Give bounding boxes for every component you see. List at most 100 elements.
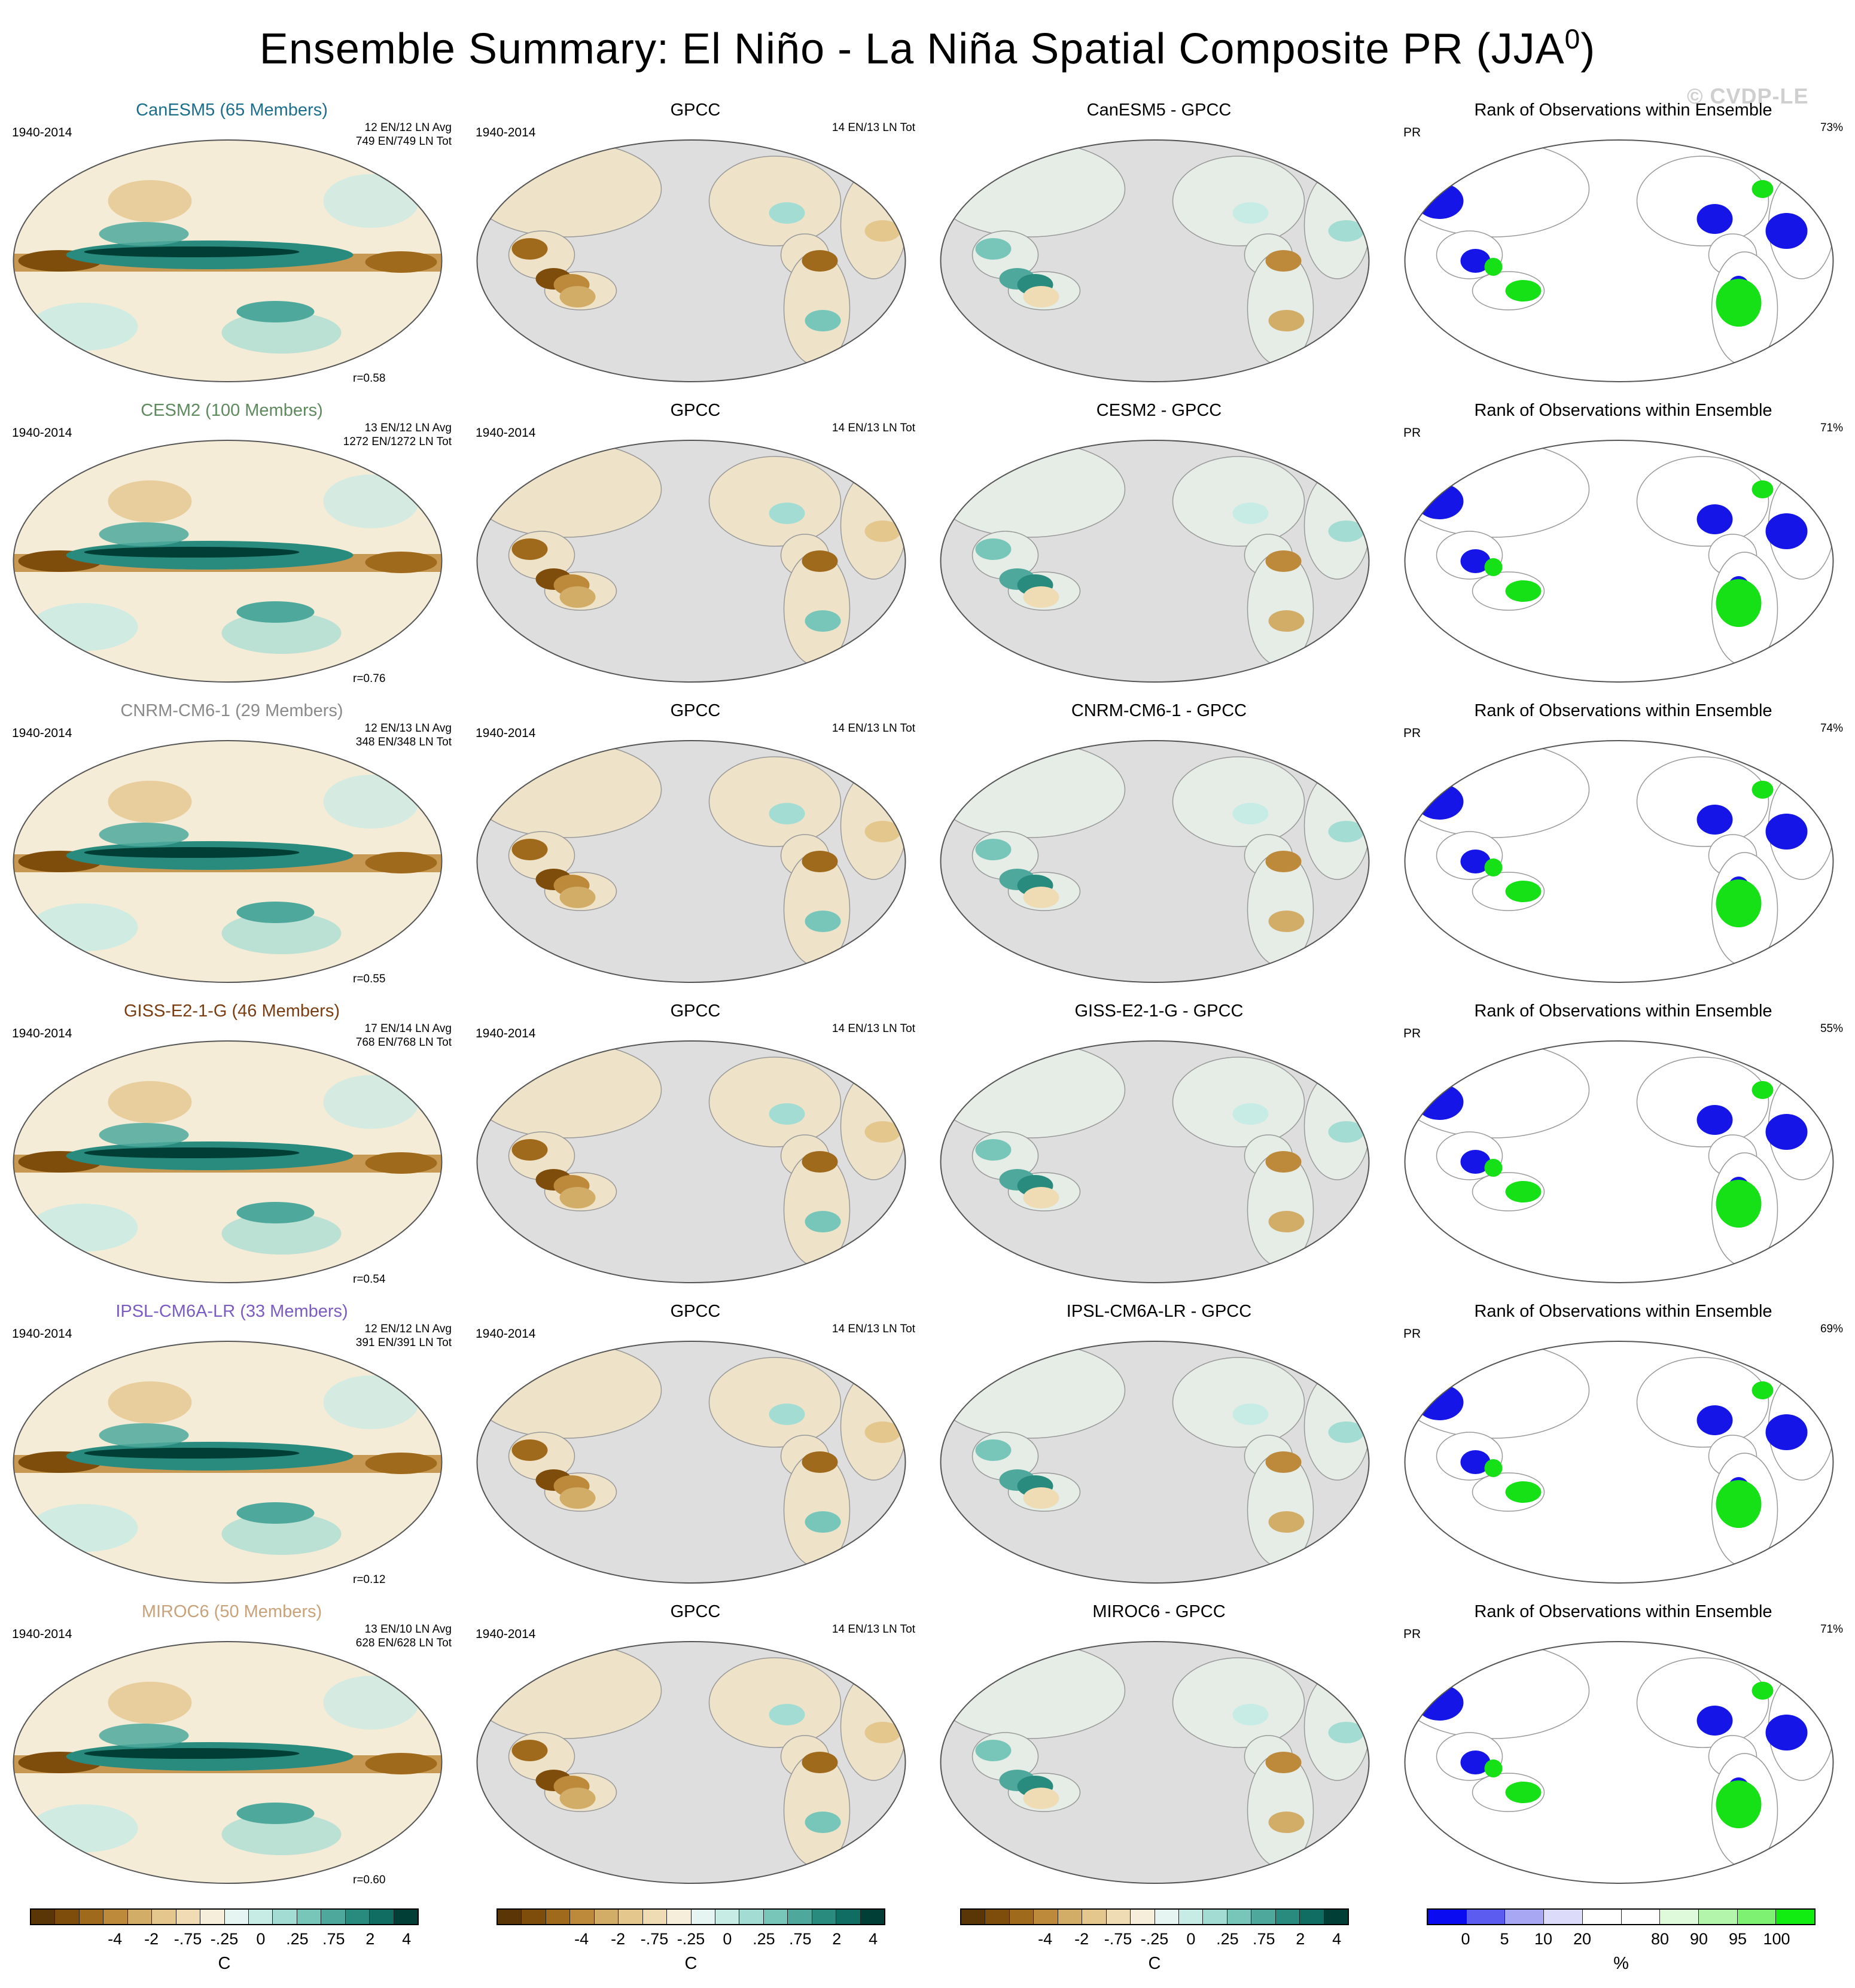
anomaly-patch [221,612,342,654]
map-border [940,440,1370,683]
colorbar-tick-label: 0 [1186,1930,1196,1948]
precip-anomaly-patch [975,538,1012,560]
anomaly-patch [30,603,138,651]
panel-obs: GPCC 1940-2014 14 EN/13 LN Tot [464,1297,927,1597]
panel-diff: CESM2 - GPCC [927,396,1391,696]
rank-percent-value: 74% [1820,722,1843,735]
colorbar-strip [497,1908,885,1925]
map-border [13,139,443,382]
diff-title: CanESM5 - GPCC [1086,101,1232,120]
anomaly-patch [365,852,437,873]
precip-anomaly-patch [864,220,901,242]
diff-map [940,740,1370,983]
precip-anomaly-patch [559,1187,596,1208]
precip-anomaly-patch [1023,1788,1059,1809]
map-border [1404,139,1834,382]
land-mass [940,141,1126,238]
rank-high-patch [1484,558,1503,576]
anomaly-patch [99,222,189,246]
watermark-text: © CVDP-LE [1687,84,1809,108]
rank-percent-value: 55% [1820,1022,1843,1035]
enso-wet-core [84,246,300,257]
colorbar-swatch [594,1910,619,1924]
map-border [940,1040,1370,1283]
rank-high-patch [1752,1081,1774,1099]
land-mass [1172,456,1305,547]
event-counts: 13 EN/10 LN Avg 628 EN/628 LN Tot [356,1622,452,1650]
precip-anomaly-patch [1232,1704,1269,1725]
rank-high-patch [1484,1459,1503,1477]
obs-total-count: 14 EN/13 LN Tot [831,121,915,134]
precip-anomaly-patch [805,310,841,331]
colorbar-tick-label: -2 [144,1930,159,1948]
colorbar-swatch [763,1910,788,1924]
enso-wet-core [84,847,300,858]
colorbar-swatch [546,1910,571,1924]
model-title: CNRM-CM6-1 (29 Members) [120,701,343,720]
precip-anomaly-patch [1023,1487,1059,1509]
colorbar: -4 -2 -.75 -.25 0 .25 .75 2 4 C [497,1908,885,1980]
land-mass [1172,1357,1305,1448]
event-counts: 12 EN/12 LN Avg 391 EN/391 LN Tot [356,1322,452,1350]
rank-high-patch [1752,1381,1774,1399]
colorbar-swatch [248,1910,273,1924]
rank-title: Rank of Observations within Ensemble [1474,701,1772,720]
diff-map [940,1040,1370,1283]
colorbar-swatch [1178,1910,1204,1924]
rank-percent: 71% [1820,1622,1843,1636]
obs-title: GPCC [670,1602,721,1621]
precip-anomaly-patch [802,250,838,272]
map-border [476,1641,906,1884]
precip-anomaly-patch [1328,220,1364,242]
panel-obs: GPCC 1940-2014 14 EN/13 LN Tot [464,997,927,1297]
anomaly-patch [30,1204,138,1252]
colorbar-tick-label: 10 [1534,1930,1553,1948]
panel-model: CESM2 (100 Members) 1940-2014 13 EN/12 LN … [0,396,464,696]
colorbar: -4 -2 -.75 -.25 0 .25 .75 2 4 C [960,1908,1349,1980]
precip-anomaly-patch [559,1788,596,1809]
rank-high-patch [1484,1159,1503,1177]
anomaly-patch [323,1375,419,1429]
rank-percent: 73% [1820,121,1843,135]
precip-anomaly-patch [559,887,596,908]
rank-low-patch [1460,1750,1491,1774]
precip-anomaly-patch [802,1752,838,1773]
colorbar-swatch [127,1910,153,1924]
colorbar-tick-label: 0 [723,1930,732,1948]
obs-period: 1940-2014 [476,126,536,139]
colorbar-swatch [103,1910,128,1924]
obs-map [476,1341,906,1584]
rank-variable: PR [1403,1327,1421,1341]
precip-anomaly-patch [1265,851,1302,872]
land-mass [940,441,1126,538]
land-outline [1405,1042,1590,1138]
obs-map [476,1641,906,1884]
pattern-correlation: r=0.55 [353,973,386,985]
land-mass [477,741,662,838]
anomaly-patch [323,1075,419,1129]
colorbar-swatch [788,1910,812,1924]
land-outline [1405,441,1590,538]
rank-high-patch [1752,781,1774,799]
rank-low-patch [1415,1685,1464,1721]
colorbar: -4 -2 -.75 -.25 0 .25 .75 2 4 C [30,1908,419,1980]
total-count: 391 EN/391 LN Tot [355,1337,452,1349]
precip-anomaly-patch [864,520,901,542]
land-mass [1172,1657,1305,1748]
land-mass [940,741,1126,838]
land-outline [1405,741,1590,838]
land-mass [1172,756,1305,847]
colorbar-swatch [1698,1910,1738,1924]
anomaly-patch [323,775,419,829]
period-label: 1940-2014 [12,1027,72,1040]
obs-period: 1940-2014 [476,726,536,740]
colorbar-swatch [273,1910,297,1924]
map-border [13,440,443,683]
panel-diff: IPSL-CM6A-LR - GPCC [927,1297,1391,1597]
precip-anomaly-patch [1265,1752,1302,1773]
map-border [940,139,1370,382]
precip-anomaly-patch [511,1139,548,1161]
obs-total-count: 14 EN/13 LN Tot [831,1623,915,1636]
colorbar-tick-label: .25 [753,1930,775,1948]
avg-count: 17 EN/14 LN Avg [364,1022,452,1035]
